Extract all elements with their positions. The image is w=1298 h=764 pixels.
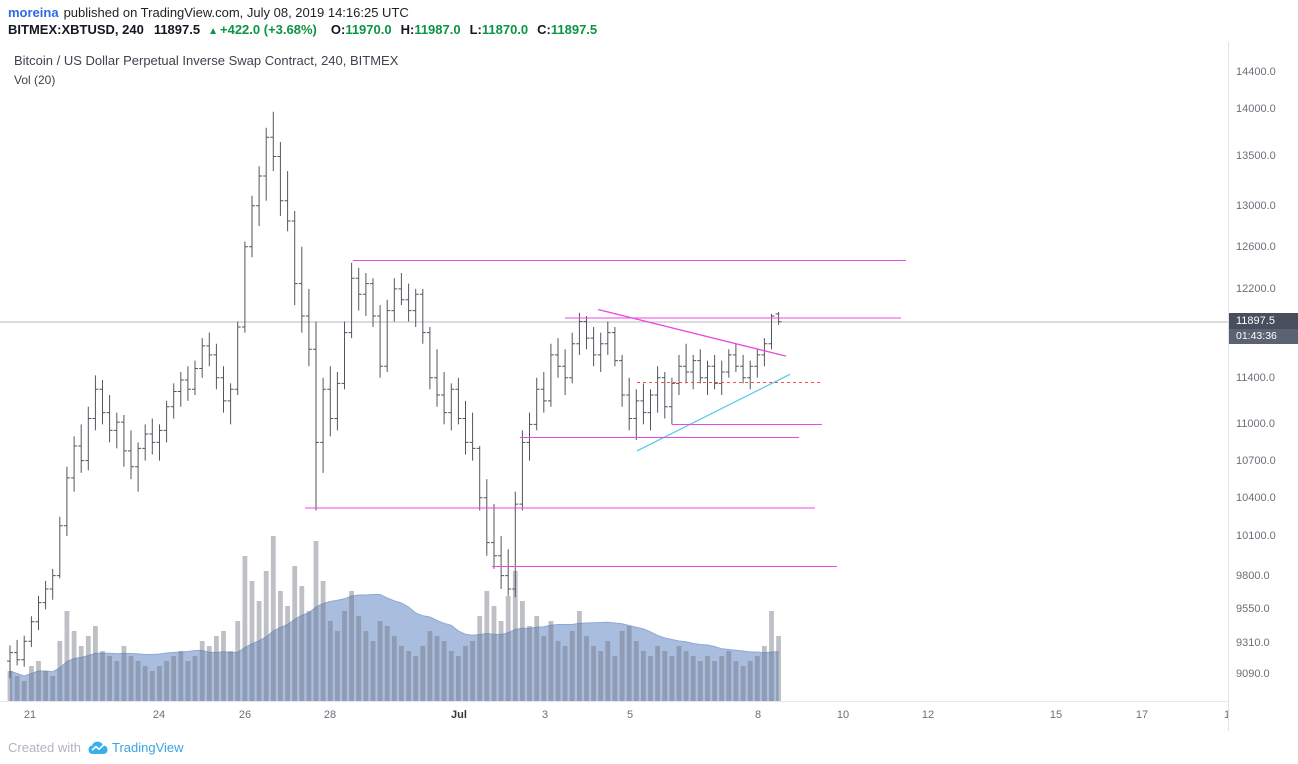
time-axis-label: 5 (626, 709, 634, 721)
time-axis-label: 12 (921, 709, 935, 721)
price-axis-label: 11000.0 (1236, 418, 1275, 430)
volume-indicator-label[interactable]: Vol (20) (14, 73, 56, 87)
time-axis-label: 1 (1224, 709, 1228, 721)
bar-countdown: 01:43:36 (1229, 329, 1298, 344)
volume-ma-area (10, 594, 779, 701)
drawing-magenta-trendline[interactable] (597, 308, 787, 357)
tradingview-logo-icon[interactable] (88, 741, 108, 755)
price-axis-label: 9310.0 (1236, 637, 1270, 649)
up-arrow-icon: ▲ (208, 26, 218, 37)
time-axis-label: 28 (323, 709, 337, 721)
price-axis-label: 10400.0 (1236, 492, 1276, 504)
drawing-cyan-trendline[interactable] (636, 373, 791, 452)
footer: Created with TradingView (0, 731, 1298, 764)
price-axis-label: 12600.0 (1236, 241, 1276, 253)
ohlc-bars (7, 111, 782, 679)
price-axis-label: 14400.0 (1236, 66, 1276, 78)
last-price-value: 11897.5 (153, 22, 201, 37)
chart-legend-title[interactable]: Bitcoin / US Dollar Perpetual Inverse Sw… (14, 53, 399, 68)
time-axis-label: 26 (238, 709, 252, 721)
price-axis-label: 9090.0 (1236, 668, 1270, 680)
volume-bars (7, 536, 782, 701)
price-axis[interactable]: 14400.0 14000.0 13500.0 13000.0 12600.0 12200… (1228, 42, 1298, 731)
time-axis-label: 3 (541, 709, 549, 721)
time-axis-label: 21 (23, 709, 37, 721)
open-value: O:11970.0 (330, 22, 392, 37)
high-value: H:11987.0 (400, 22, 461, 37)
price-change: ▲ +422.0 (+3.68%) (208, 22, 317, 37)
symbol-name: BITMEX:XBTUSD, 240 (8, 22, 144, 37)
time-axis-label: 10 (836, 709, 850, 721)
created-with-text: Created with (8, 740, 81, 755)
price-axis-label: 9800.0 (1236, 570, 1270, 582)
price-axis-label: 12200.0 (1236, 283, 1276, 295)
chart-area: Bitcoin / US Dollar Perpetual Inverse Sw… (0, 42, 1298, 732)
price-axis-label: 10700.0 (1236, 455, 1276, 467)
publish-text: published on TradingView.com, July 08, 2… (63, 5, 409, 20)
symbol-quote-line: BITMEX:XBTUSD, 240 11897.5 ▲ +422.0 (+3.68%… (8, 22, 606, 37)
close-value: C:11897.5 (537, 22, 598, 37)
price-axis-label: 14000.0 (1236, 103, 1276, 115)
publish-info-line: moreina published on TradingView.com, Jul… (8, 5, 409, 20)
tradingview-link[interactable]: TradingView (111, 740, 184, 755)
time-axis-label: Jul (451, 709, 467, 721)
time-axis[interactable]: 21 24 26 28 Jul 3 5 8 10 12 15 17 1 (0, 701, 1228, 732)
price-axis-label: 9550.0 (1236, 603, 1270, 615)
price-chart-canvas[interactable] (0, 42, 1228, 701)
time-axis-label: 24 (152, 709, 166, 721)
chart-legend: Bitcoin / US Dollar Perpetual Inverse Sw… (14, 53, 398, 87)
price-axis-label: 13500.0 (1236, 150, 1276, 162)
last-price-badge: 11897.5 01:43:36 (1229, 313, 1298, 344)
time-axis-label: 15 (1049, 709, 1063, 721)
price-axis-label: 11400.0 (1236, 372, 1275, 384)
low-value: L:11870.0 (469, 22, 529, 37)
change-text: +422.0 (+3.68%) (220, 22, 317, 37)
username-link[interactable]: moreina (8, 5, 59, 20)
price-axis-label: 13000.0 (1236, 200, 1276, 212)
price-axis-label: 10100.0 (1236, 530, 1276, 542)
volume-ma-line (9, 594, 779, 677)
last-price-label: 11897.5 (1229, 313, 1298, 329)
time-axis-label: 17 (1135, 709, 1149, 721)
time-axis-label: 8 (754, 709, 762, 721)
